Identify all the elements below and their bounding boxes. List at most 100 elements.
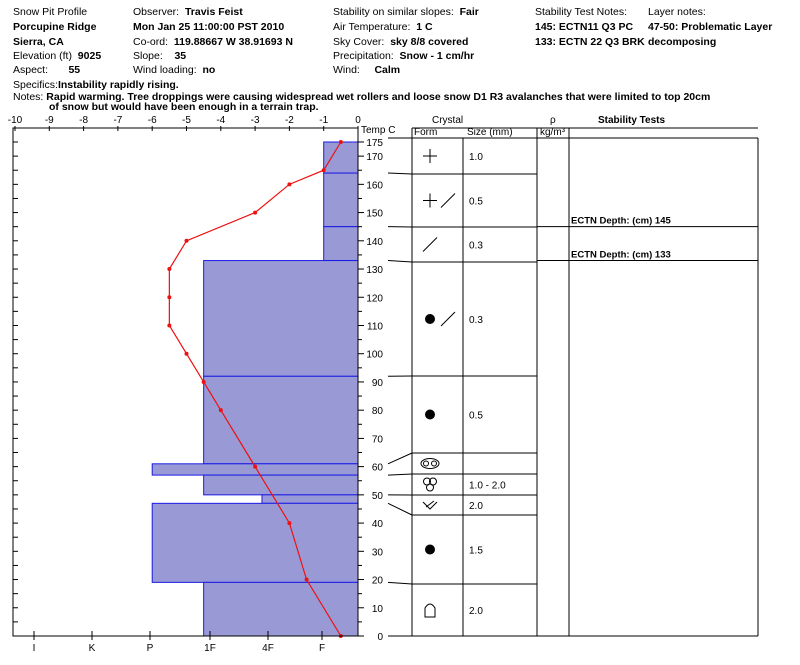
hardness-tick-label: F [319, 643, 325, 654]
height-tick-label: 10 [372, 604, 384, 615]
temperature-point [201, 379, 206, 384]
header-specifics: Specifics:Instability rapidly rising. [13, 79, 179, 91]
height-tick-label: 40 [372, 519, 384, 530]
crystal-size-label: 1.0 [469, 152, 483, 163]
height-tick-label: 175 [366, 138, 383, 149]
header-observer: Observer: Travis Feist [133, 6, 243, 18]
crystal-size-label: 0.3 [469, 315, 483, 326]
elevation-label: Elevation (ft) [13, 50, 72, 62]
wind-loading-value: no [202, 64, 216, 76]
temp-tick-label: -3 [251, 115, 260, 126]
temperature-point [287, 521, 292, 526]
header-air-temp: Air Temperature: 1 C [333, 21, 433, 33]
observer-value: Travis Feist [184, 6, 243, 18]
layer-connector-line [387, 473, 413, 476]
stability-test-label: ECTN Depth: (cm) 145 [571, 216, 671, 227]
height-tick-label: 170 [366, 152, 383, 163]
crystal-size-label: 1.0 - 2.0 [469, 481, 506, 492]
crystal-slash-icon [440, 193, 456, 208]
hardness-tick-label: K [89, 643, 96, 654]
height-tick-label: 130 [366, 265, 383, 276]
notes-line-1: Rapid warming. Tree droppings were causi… [46, 91, 711, 103]
height-tick-label: 50 [372, 491, 384, 502]
temperature-point [218, 408, 223, 413]
header-slope: Slope: 35 [133, 50, 186, 62]
wind-label: Wind: [333, 64, 360, 76]
hardness-tick-label: P [147, 643, 154, 654]
temperature-point [253, 210, 258, 215]
header-wind-loading: Wind loading: no [133, 64, 215, 76]
crystal-doublering-icon [431, 460, 437, 467]
temperature-point [321, 168, 326, 173]
sky-label: Sky Cover: [333, 36, 385, 48]
hardness-layer-bar [203, 375, 359, 465]
layer-notes-title: Layer notes: [648, 6, 706, 18]
header-title: Snow Pit Profile [13, 6, 88, 18]
hardness-layer-bar [203, 474, 359, 496]
precip-label: Precipitation: [333, 50, 394, 62]
notes-label: Notes: [13, 91, 44, 103]
header-location: Porcupine Ridge [13, 21, 97, 33]
layer-connector-line [387, 172, 413, 175]
header-date: Mon Jan 25 11:00:00 PST 2010 [133, 21, 285, 33]
crystal-size-label: 0.5 [469, 197, 483, 208]
temperature-point [253, 464, 258, 469]
temp-tick-label: -4 [216, 115, 225, 126]
height-tick-label: 60 [372, 463, 384, 474]
precip-value: Snow - 1 cm/hr [399, 50, 475, 62]
air-temp-label: Air Temperature: [333, 21, 411, 33]
temp-tick-label: -10 [8, 115, 23, 126]
crystal-doublering-icon [420, 458, 440, 469]
sky-value: sky 8/8 covered [390, 36, 469, 48]
crystal-facet-icon [422, 500, 438, 510]
crystal-slash-icon [422, 237, 438, 252]
header-wind: Wind: Calm [333, 64, 400, 76]
density-column-title: ρ [550, 115, 556, 126]
temp-tick-label: -8 [79, 115, 88, 126]
crystal-size-label: 0.5 [469, 411, 483, 422]
crystal-size-label: 2.0 [469, 501, 483, 512]
stability-note-1: 145: ECTN11 Q3 PC [535, 21, 634, 33]
hardness-layer-bar [203, 260, 359, 377]
stability-notes-title: Stability Test Notes: [535, 6, 628, 18]
height-tick-label: 140 [366, 237, 383, 248]
specifics-value: Instability rapidly rising. [57, 79, 179, 91]
hardness-layer-bar [323, 172, 359, 228]
header-notes: Notes: Rapid warming. Tree droppings wer… [13, 91, 713, 113]
stability-tests-title: Stability Tests [598, 115, 665, 126]
wind-loading-label: Wind loading: [133, 64, 197, 76]
temp-tick-label: -6 [148, 115, 157, 126]
stability-value: Fair [459, 6, 479, 18]
height-tick-label: 160 [366, 180, 383, 191]
hardness-tick-label: 4F [262, 643, 274, 654]
header-sky: Sky Cover: sky 8/8 covered [333, 36, 468, 48]
hardness-layer-bar [323, 141, 359, 174]
crystal-slash-icon [440, 311, 456, 327]
temp-tick-label: -2 [285, 115, 294, 126]
crystal-size-label: 0.3 [469, 241, 483, 252]
crystal-dot-icon [425, 314, 435, 324]
stability-note-2: 133: ECTN 22 Q3 BRK [535, 36, 645, 48]
header-elevation: Elevation (ft) 9025 [13, 50, 101, 62]
elevation-value: 9025 [77, 50, 102, 62]
crystal-size-label: 2.0 [469, 606, 483, 617]
height-tick-label: 150 [366, 209, 383, 220]
layer-note-1: 47-50: Problematic Layer [648, 21, 773, 33]
air-temp-value: 1 C [416, 21, 433, 33]
hardness-tick-label: 1F [204, 643, 216, 654]
temp-tick-label: -7 [113, 115, 122, 126]
temp-tick-label: -9 [45, 115, 54, 126]
observer-label: Observer: [133, 6, 180, 18]
wind-value: Calm [374, 64, 401, 76]
size-column-title: Size (mm) [467, 127, 513, 138]
aspect-label: Aspect: [13, 64, 49, 76]
stability-label: Stability on similar slopes: [333, 6, 454, 18]
hardness-layer-bar [151, 502, 359, 583]
crystal-doublering-icon [423, 460, 429, 467]
height-tick-label: 120 [366, 293, 383, 304]
temperature-point [338, 140, 343, 144]
height-tick-label: 70 [372, 434, 384, 445]
temp-tick-label: -5 [182, 115, 191, 126]
header-aspect: Aspect: 55 [13, 64, 80, 76]
